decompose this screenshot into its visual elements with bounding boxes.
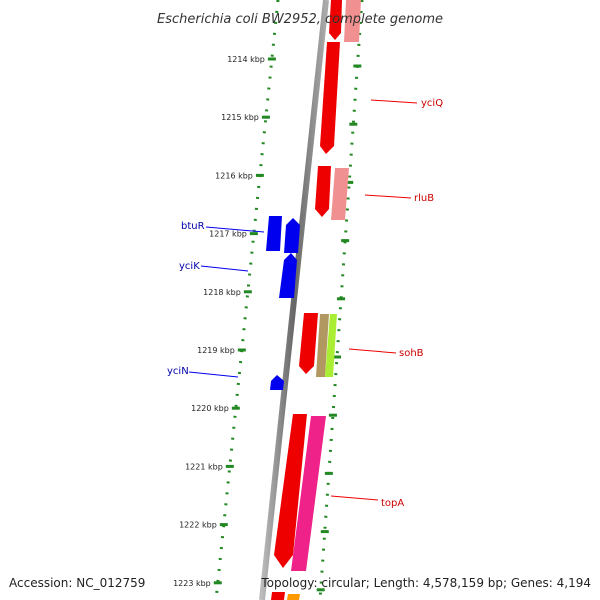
leader-line-sohb <box>348 348 397 354</box>
gene-arrow-topa-magenta[interactable] <box>291 416 326 571</box>
plus-gene-labels: yciQ rluB sohB topA <box>330 98 443 509</box>
plus-strand-ruler <box>318 0 364 600</box>
gene-arrow-bottom-orange[interactable] <box>287 594 300 600</box>
gene-arrow-btur-a[interactable] <box>266 216 282 251</box>
gene-arrow-ycin[interactable] <box>270 375 284 390</box>
kbp-tick-label: 1223 kbp <box>173 579 211 588</box>
gene-label-btur[interactable]: btuR <box>181 221 205 232</box>
gene-arrow-topa[interactable] <box>274 414 307 568</box>
topology-text: Topology: circular; Length: 4,578,159 bp… <box>260 576 591 590</box>
minus-gene-labels: btuR yciK yciN <box>167 221 265 378</box>
kbp-tick-label: 1215 kbp <box>221 113 259 122</box>
kbp-tick-group: 1214 kbp 1215 kbp 1216 kbp 1217 kbp 1218 kbp… <box>173 55 276 588</box>
kbp-tick-label: 1214 kbp <box>227 55 265 64</box>
gene-label-ycin[interactable]: yciN <box>167 366 189 377</box>
gene-arrow-sohb[interactable] <box>299 313 318 374</box>
leader-line-ycin <box>188 371 239 378</box>
kbp-tick-label: 1219 kbp <box>197 346 235 355</box>
gene-arrow-bottom-red[interactable] <box>271 592 285 600</box>
kbp-tick-label: 1218 kbp <box>203 288 241 297</box>
minus-strand-genes <box>266 216 300 390</box>
kbp-tick-label: 1216 kbp <box>215 171 253 180</box>
gene-arrow-top-red[interactable] <box>329 0 342 40</box>
gene-arrow-rlub-light[interactable] <box>331 168 349 220</box>
genome-axis <box>259 0 329 600</box>
kbp-tick-label: 1220 kbp <box>191 404 229 413</box>
kbp-tick-label: 1221 kbp <box>185 462 223 471</box>
gene-arrow-sohb-lime[interactable] <box>325 314 337 377</box>
leader-line-btur <box>205 226 265 233</box>
accession-text: Accession: NC_012759 <box>9 576 145 590</box>
gene-label-yciq[interactable]: yciQ <box>421 98 443 109</box>
gene-label-topa[interactable]: topA <box>381 498 404 509</box>
leader-line-ycik <box>200 265 249 272</box>
leader-line-topa <box>330 495 379 501</box>
gene-label-rlub[interactable]: rluB <box>414 193 434 204</box>
kbp-tick-label: 1222 kbp <box>179 521 217 530</box>
genome-title: Escherichia coli BW2952, complete genome <box>157 12 443 27</box>
leader-line-yciq <box>370 99 418 104</box>
gene-arrow-ycik[interactable] <box>279 253 297 298</box>
gene-arrow-sohb-olive[interactable] <box>316 314 329 377</box>
gene-arrow-btur-b[interactable] <box>284 218 300 253</box>
gene-arrow-rlub[interactable] <box>315 166 331 217</box>
gene-label-ycik[interactable]: yciK <box>179 261 200 272</box>
gene-arrow-yciq[interactable] <box>320 42 340 154</box>
minus-strand-ruler <box>214 0 280 600</box>
gene-arrow-top-light[interactable] <box>344 0 361 42</box>
plus-strand-genes <box>271 0 361 600</box>
gene-label-sohb[interactable]: sohB <box>399 348 424 359</box>
leader-line-rlub <box>364 194 412 199</box>
kbp-tick-label: 1217 kbp <box>209 230 247 239</box>
